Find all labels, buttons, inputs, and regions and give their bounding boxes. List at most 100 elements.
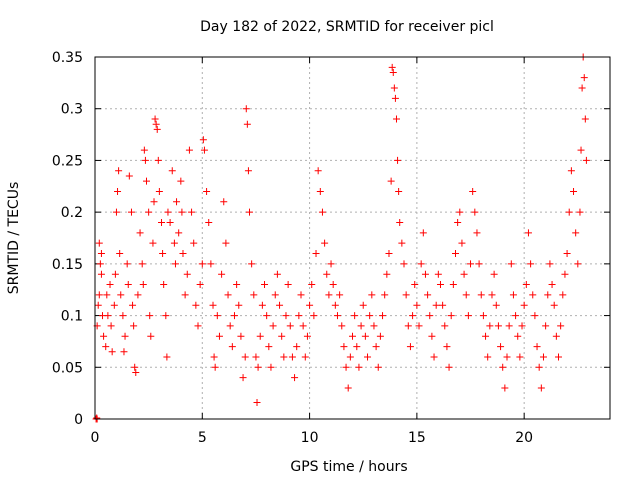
x-tick-label: 20	[515, 430, 533, 446]
data-point	[316, 187, 324, 195]
data-point	[469, 187, 477, 195]
data-point	[288, 353, 296, 361]
data-point	[582, 156, 590, 164]
data-point	[115, 167, 123, 175]
data-point	[390, 84, 398, 92]
data-point	[140, 146, 148, 154]
data-point	[477, 291, 485, 299]
data-point	[95, 291, 103, 299]
data-point	[252, 353, 260, 361]
data-point	[293, 343, 301, 351]
data-point	[581, 115, 589, 123]
data-point	[428, 332, 436, 340]
data-point	[490, 270, 498, 278]
x-tick-label: 10	[301, 430, 319, 446]
data-point	[389, 69, 397, 77]
data-point	[150, 198, 158, 206]
data-point	[222, 239, 230, 247]
data-point	[529, 291, 537, 299]
data-point	[505, 322, 513, 330]
axis-ticks: 0 0.05 0.1 0.15 0.2 0.25 0.3 0.35 0 5 10 15 20	[52, 50, 610, 446]
data-point	[449, 281, 457, 289]
data-point	[353, 343, 361, 351]
data-point	[152, 120, 160, 128]
data-point	[321, 239, 329, 247]
y-tick-label: 0.3	[61, 102, 83, 118]
data-point	[308, 281, 316, 289]
data-point	[230, 312, 238, 320]
data-point	[400, 260, 408, 268]
data-point	[199, 136, 207, 144]
data-point	[125, 172, 133, 180]
y-tick-label: 0.15	[52, 257, 83, 273]
data-point	[263, 312, 271, 320]
data-point	[200, 146, 208, 154]
data-point	[112, 208, 120, 216]
data-point	[163, 353, 171, 361]
data-point	[93, 414, 101, 422]
data-point	[452, 250, 459, 258]
data-point	[242, 105, 250, 113]
data-point	[325, 291, 333, 299]
data-point	[439, 301, 447, 309]
data-point	[158, 218, 166, 226]
data-point	[544, 291, 552, 299]
data-point	[244, 167, 252, 175]
data-point	[349, 332, 356, 340]
data-point	[370, 322, 378, 330]
data-point	[464, 312, 472, 320]
data-point	[145, 208, 153, 216]
data-point	[237, 332, 245, 340]
grid	[95, 57, 610, 419]
data-point	[346, 353, 354, 361]
data-points	[92, 53, 590, 423]
data-point	[417, 260, 425, 268]
data-point	[574, 260, 582, 268]
data-point	[250, 291, 258, 299]
data-point	[143, 177, 150, 185]
data-point	[512, 312, 520, 320]
data-point	[494, 322, 502, 330]
data-point	[497, 343, 505, 351]
data-point	[139, 281, 147, 289]
data-point	[211, 363, 219, 371]
data-point	[160, 281, 168, 289]
data-point	[95, 239, 103, 247]
data-point	[460, 270, 468, 278]
data-point	[162, 312, 170, 320]
data-point	[499, 363, 507, 371]
data-point	[130, 322, 138, 330]
data-point	[256, 332, 264, 340]
data-point	[97, 250, 105, 258]
data-point	[218, 270, 226, 278]
data-point	[482, 332, 490, 340]
data-point	[555, 353, 562, 361]
x-tick-label: 5	[198, 430, 207, 446]
data-point	[179, 250, 187, 258]
data-point	[563, 250, 571, 258]
data-point	[106, 281, 114, 289]
data-point	[276, 301, 284, 309]
data-point	[164, 208, 172, 216]
data-point	[203, 187, 211, 195]
data-point	[278, 332, 286, 340]
data-point	[132, 368, 140, 376]
data-point	[580, 74, 588, 82]
data-point	[572, 229, 580, 237]
y-tick-label: 0.25	[52, 153, 83, 169]
data-point	[177, 177, 185, 185]
data-point	[388, 63, 396, 71]
data-point	[376, 332, 384, 340]
data-point	[103, 291, 111, 299]
data-point	[364, 353, 372, 361]
data-point	[355, 363, 363, 371]
data-point	[406, 343, 414, 351]
data-point	[100, 332, 108, 340]
data-point	[396, 218, 404, 226]
data-point	[178, 208, 186, 216]
data-point	[537, 384, 545, 392]
y-tick-label: 0.2	[61, 205, 83, 221]
data-point	[284, 281, 292, 289]
data-point	[559, 291, 567, 299]
